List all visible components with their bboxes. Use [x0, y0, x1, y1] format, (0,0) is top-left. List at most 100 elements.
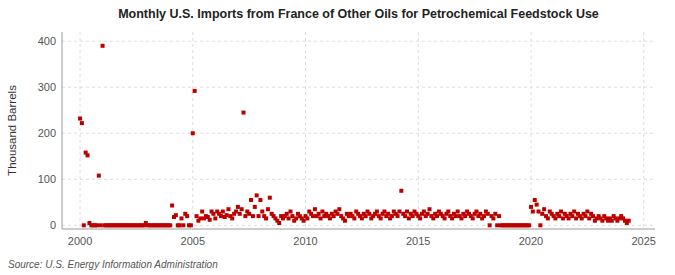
point: [491, 216, 495, 220]
point: [208, 218, 212, 222]
point: [193, 89, 197, 93]
point: [337, 207, 341, 211]
point: [268, 196, 272, 200]
y-tick-label: 400: [38, 35, 56, 47]
point: [580, 216, 584, 220]
point: [213, 216, 217, 220]
point: [320, 210, 324, 214]
point: [574, 216, 578, 220]
point: [459, 216, 463, 220]
point: [294, 216, 298, 220]
point: [403, 214, 407, 218]
point: [290, 214, 294, 218]
point: [352, 216, 356, 220]
y-grid-line: [62, 41, 655, 42]
point: [559, 210, 563, 214]
point: [82, 223, 86, 227]
point: [443, 216, 447, 220]
point: [418, 216, 422, 220]
point: [277, 221, 281, 225]
point: [572, 210, 576, 214]
point: [557, 214, 561, 218]
point: [170, 204, 174, 208]
axes: 0100200300400200020052010201520202025: [38, 32, 656, 247]
point: [257, 214, 261, 218]
point: [529, 205, 533, 209]
x-tick-label: 2025: [631, 235, 655, 247]
point: [264, 216, 268, 220]
point: [379, 216, 383, 220]
point: [428, 207, 432, 211]
y-tick-label: 300: [38, 81, 56, 93]
point: [390, 214, 394, 218]
point: [478, 212, 482, 216]
point: [226, 207, 230, 211]
point: [542, 207, 546, 211]
point: [591, 214, 595, 218]
point: [538, 223, 542, 227]
point: [386, 212, 390, 216]
point: [422, 210, 426, 214]
point: [431, 216, 435, 220]
point: [587, 216, 591, 220]
points: [78, 44, 631, 228]
point: [101, 44, 105, 48]
point: [258, 198, 262, 202]
point: [527, 223, 531, 227]
point: [287, 216, 291, 220]
point: [189, 223, 193, 227]
x-grid-line: [80, 32, 81, 229]
y-grid-line: [62, 133, 655, 134]
point: [95, 223, 99, 227]
point: [463, 214, 467, 218]
y-grid-line: [62, 179, 655, 180]
x-tick-label: 2005: [181, 235, 205, 247]
x-grid-line: [530, 32, 531, 229]
point: [407, 216, 411, 220]
point: [240, 207, 244, 211]
point: [285, 212, 289, 216]
point: [533, 198, 537, 202]
point: [219, 214, 223, 218]
point: [195, 214, 199, 218]
title: Monthly U.S. Imports from France of Othe…: [118, 7, 599, 21]
point: [482, 214, 486, 218]
point: [236, 205, 240, 209]
point: [567, 216, 571, 220]
point: [225, 213, 229, 217]
point: [364, 214, 368, 218]
point: [266, 207, 270, 211]
point: [97, 174, 101, 178]
point: [450, 216, 454, 220]
point: [426, 212, 430, 216]
point: [411, 214, 415, 218]
point: [399, 189, 403, 193]
point: [242, 111, 246, 115]
point: [313, 207, 317, 211]
point: [332, 214, 336, 218]
point: [585, 210, 589, 214]
y-tick-label: 0: [50, 219, 56, 231]
x-grid-line: [643, 32, 644, 229]
x-tick-label: 2020: [519, 235, 543, 247]
point: [454, 214, 458, 218]
point: [493, 212, 497, 216]
point: [446, 210, 450, 214]
point: [243, 214, 247, 218]
point: [234, 210, 238, 214]
point: [311, 214, 315, 218]
point: [180, 216, 184, 220]
point: [185, 214, 189, 218]
point: [251, 214, 255, 218]
point: [471, 216, 475, 220]
point: [78, 117, 82, 121]
point: [488, 223, 492, 227]
point: [540, 212, 544, 216]
point: [317, 212, 321, 216]
x-grid-line: [305, 32, 306, 229]
point: [328, 216, 332, 220]
point: [178, 223, 182, 227]
point: [335, 212, 339, 216]
point: [382, 210, 386, 214]
point: [600, 219, 604, 223]
